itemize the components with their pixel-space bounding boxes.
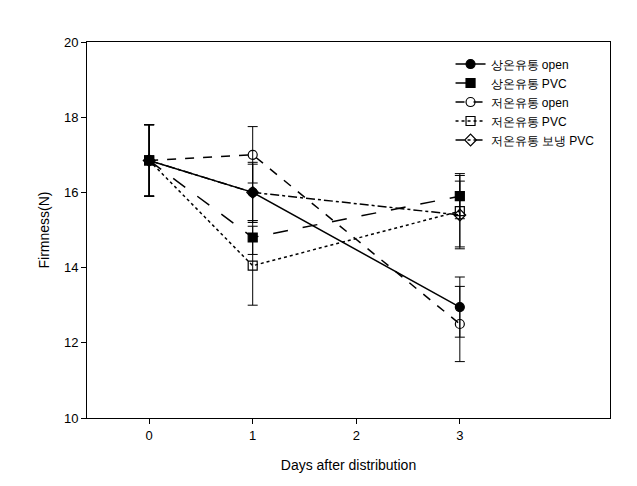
svg-text:0: 0 bbox=[146, 428, 153, 443]
svg-text:저온유통 open: 저온유통 open bbox=[491, 96, 569, 110]
svg-text:14: 14 bbox=[64, 260, 78, 275]
svg-text:Firmness(N): Firmness(N) bbox=[36, 192, 52, 269]
svg-text:18: 18 bbox=[64, 110, 78, 125]
svg-text:상온유통 PVC: 상온유통 PVC bbox=[491, 77, 567, 91]
svg-text:상온유통 open: 상온유통 open bbox=[491, 58, 569, 72]
svg-text:16: 16 bbox=[64, 185, 78, 200]
svg-text:저온유통 PVC: 저온유통 PVC bbox=[491, 115, 567, 129]
svg-text:12: 12 bbox=[64, 335, 78, 350]
svg-text:3: 3 bbox=[456, 428, 463, 443]
svg-text:10: 10 bbox=[64, 411, 78, 426]
svg-text:20: 20 bbox=[64, 35, 78, 50]
svg-text:1: 1 bbox=[249, 428, 256, 443]
svg-text:2: 2 bbox=[353, 428, 360, 443]
svg-text:Days after distribution: Days after distribution bbox=[281, 457, 416, 473]
svg-text:저온유통 보냉 PVC: 저온유통 보냉 PVC bbox=[491, 134, 595, 148]
